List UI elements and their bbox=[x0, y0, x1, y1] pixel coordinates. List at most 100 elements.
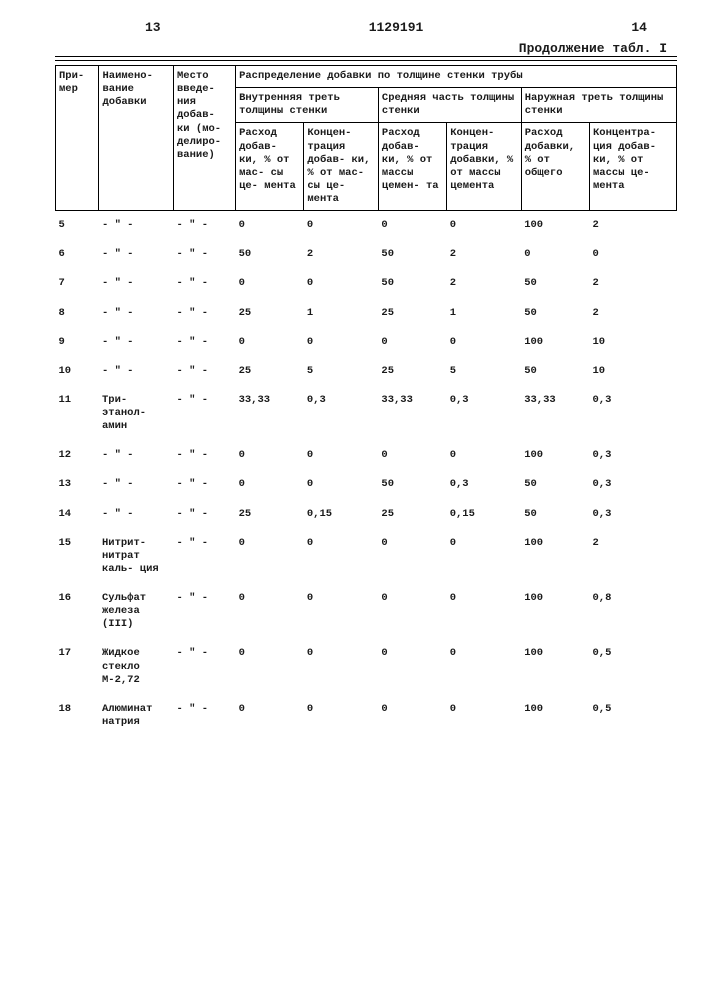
table-cell: - " - bbox=[173, 211, 235, 241]
table-cell: 0 bbox=[236, 269, 304, 298]
table-cell: 25 bbox=[236, 500, 304, 529]
table-row: 12- " -- " -00001000,3 bbox=[56, 441, 677, 470]
table-cell: 100 bbox=[521, 695, 589, 731]
table-cell: 10 bbox=[590, 328, 677, 357]
table-cell: 0,3 bbox=[447, 386, 522, 441]
table-cell: 0 bbox=[447, 639, 522, 694]
table-cell: 25 bbox=[378, 299, 446, 328]
table-cell: - " - bbox=[99, 211, 174, 241]
table-cell: 9 bbox=[56, 328, 99, 357]
table-cell: 0 bbox=[590, 240, 677, 269]
table-cell: - " - bbox=[99, 357, 174, 386]
table-cell: 0 bbox=[378, 639, 446, 694]
table-cell: 50 bbox=[521, 470, 589, 499]
table-cell: 50 bbox=[378, 269, 446, 298]
col-outer: Наружная треть толщины стенки bbox=[521, 88, 676, 123]
table-cell: 10 bbox=[56, 357, 99, 386]
continuation-label: Продолжение табл. I bbox=[55, 41, 677, 56]
table-cell: - " - bbox=[173, 299, 235, 328]
table-cell: - " - bbox=[173, 240, 235, 269]
col-name: Наимено- вание добавки bbox=[99, 66, 174, 211]
table-cell: 18 bbox=[56, 695, 99, 731]
table-cell: 0 bbox=[236, 695, 304, 731]
col-s4: Концен- трация добавки, % от массы цемен… bbox=[447, 123, 522, 211]
table-cell: 100 bbox=[521, 211, 589, 241]
table-cell: 100 bbox=[521, 441, 589, 470]
table-cell: 7 bbox=[56, 269, 99, 298]
table-cell: 1 bbox=[447, 299, 522, 328]
table-row: 11Три- этанол- амин- " -33,330,333,330,3… bbox=[56, 386, 677, 441]
table-cell: 33,33 bbox=[521, 386, 589, 441]
table-cell: - " - bbox=[173, 500, 235, 529]
table-cell: 50 bbox=[521, 357, 589, 386]
table-cell: 0,3 bbox=[590, 500, 677, 529]
table-cell: Жидкое стекло М-2,72 bbox=[99, 639, 174, 694]
table-cell: 0 bbox=[304, 695, 379, 731]
table-cell: 0 bbox=[304, 639, 379, 694]
table-cell: 50 bbox=[521, 500, 589, 529]
table-cell: - " - bbox=[99, 328, 174, 357]
table-cell: - " - bbox=[173, 328, 235, 357]
table-cell: 50 bbox=[236, 240, 304, 269]
table-cell: 0,5 bbox=[590, 639, 677, 694]
table-cell: - " - bbox=[173, 269, 235, 298]
table-cell: 25 bbox=[378, 357, 446, 386]
table-cell: - " - bbox=[173, 470, 235, 499]
table-cell: 0 bbox=[378, 529, 446, 584]
table-cell: 2 bbox=[447, 240, 522, 269]
table-cell: - " - bbox=[173, 357, 235, 386]
table-cell: 2 bbox=[590, 529, 677, 584]
table-cell: 25 bbox=[378, 500, 446, 529]
col-middle: Средняя часть толщины стенки bbox=[378, 88, 521, 123]
table-cell: Нитрит- нитрат каль- ция bbox=[99, 529, 174, 584]
table-row: 8- " -- " -251251502 bbox=[56, 299, 677, 328]
table-cell: 0 bbox=[447, 584, 522, 639]
table-cell: 14 bbox=[56, 500, 99, 529]
table-cell: 5 bbox=[56, 211, 99, 241]
table-cell: 0,15 bbox=[447, 500, 522, 529]
table-cell: 0 bbox=[447, 328, 522, 357]
table-cell: 13 bbox=[56, 470, 99, 499]
table-row: 5- " -- " -00001002 bbox=[56, 211, 677, 241]
table-cell: 0 bbox=[378, 441, 446, 470]
table-cell: - " - bbox=[173, 441, 235, 470]
table-cell: 0,5 bbox=[590, 695, 677, 731]
table-cell: 0 bbox=[236, 470, 304, 499]
table-cell: 50 bbox=[378, 470, 446, 499]
table-cell: 100 bbox=[521, 328, 589, 357]
table-cell: - " - bbox=[173, 695, 235, 731]
table-cell: 0,3 bbox=[304, 386, 379, 441]
table-cell: 5 bbox=[447, 357, 522, 386]
table-cell: 33,33 bbox=[378, 386, 446, 441]
table-cell: 0 bbox=[304, 441, 379, 470]
table-cell: 0,3 bbox=[447, 470, 522, 499]
col-place: Место введе- ния добав- ки (мо- делиро- … bbox=[173, 66, 235, 211]
table-cell: 50 bbox=[521, 299, 589, 328]
table-cell: 100 bbox=[521, 529, 589, 584]
page-number-left: 13 bbox=[145, 20, 161, 35]
table-cell: 0 bbox=[378, 328, 446, 357]
table-cell: 100 bbox=[521, 639, 589, 694]
table-cell: 0 bbox=[378, 695, 446, 731]
table-cell: 0 bbox=[236, 211, 304, 241]
table-cell: Алюминат натрия bbox=[99, 695, 174, 731]
col-s5: Расход добавки, % от общего bbox=[521, 123, 589, 211]
table-cell: Сульфат железа (III) bbox=[99, 584, 174, 639]
table-cell: 2 bbox=[590, 269, 677, 298]
table-cell: 16 bbox=[56, 584, 99, 639]
col-s2: Концен- трация добав- ки, % от мас- сы ц… bbox=[304, 123, 379, 211]
table-cell: 0 bbox=[304, 470, 379, 499]
table-row: 6- " -- " -50250200 bbox=[56, 240, 677, 269]
table-row: 18Алюминат натрия- " -00001000,5 bbox=[56, 695, 677, 731]
table-row: 16Сульфат железа (III)- " -00001000,8 bbox=[56, 584, 677, 639]
table-cell: 0,15 bbox=[304, 500, 379, 529]
data-table: При- мер Наимено- вание добавки Место вв… bbox=[55, 65, 677, 731]
table-cell: 6 bbox=[56, 240, 99, 269]
table-cell: 0 bbox=[236, 441, 304, 470]
table-cell: 0 bbox=[378, 211, 446, 241]
top-rule bbox=[55, 56, 677, 61]
table-row: 10- " -- " -2552555010 bbox=[56, 357, 677, 386]
table-cell: 0 bbox=[521, 240, 589, 269]
table-cell: - " - bbox=[99, 299, 174, 328]
table-cell: 0,3 bbox=[590, 441, 677, 470]
